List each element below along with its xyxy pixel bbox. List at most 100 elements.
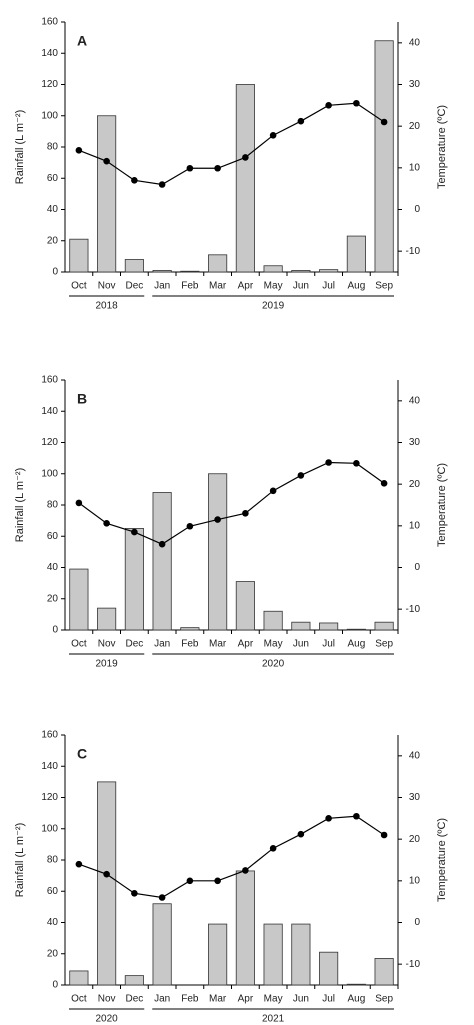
x-tick-label: Nov [98,994,116,1005]
x-tick-label: May [264,994,283,1005]
bar [180,627,200,631]
bar [97,115,117,273]
y2-tick-label: 30 [409,437,421,448]
temperature-point [269,487,277,495]
x-tick-label: Mar [209,639,227,650]
y2-axis-label: Temperature (ºC) [436,818,448,902]
y2-tick-label: 40 [409,395,421,406]
x-tick-label: Dec [125,281,143,292]
y-tick-label: 100 [41,468,58,479]
bar [346,983,366,986]
y2-tick-label: 20 [409,479,421,490]
bar [208,254,228,273]
bar [97,607,117,631]
y-tick-label: 0 [52,625,58,636]
temperature-point [380,480,388,487]
bar [319,622,339,631]
y-tick-label: 80 [47,855,59,866]
y2-tick-label: 0 [414,562,420,573]
x-tick-label: Aug [347,994,365,1005]
y2-tick-label: -10 [406,604,421,615]
temperature-line [78,461,385,545]
year-label: 2020 [262,659,285,670]
temperature-point [75,860,83,868]
bar [152,492,172,631]
y2-tick-label: -10 [406,959,421,970]
x-tick-label: Jan [154,639,170,650]
temperature-point [186,164,194,172]
temperature-point [75,147,83,154]
temperature-point [214,877,221,885]
x-tick-label: Oct [71,281,87,292]
temperature-point [103,157,110,165]
temperature-point [214,164,221,172]
y-tick-label: 100 [41,823,58,834]
y2-axis-label: Temperature (ºC) [436,463,448,547]
temperature-point [380,118,388,126]
temperature-point [158,540,166,548]
bar [208,923,228,986]
bar [69,238,89,273]
bar [263,610,283,631]
y-axis-label: Rainfall (L m⁻²) [14,110,26,184]
x-tick-label: Mar [209,281,227,292]
bar [97,781,117,986]
bar [180,270,200,273]
bar [291,621,311,631]
x-tick-label: Jul [322,281,335,292]
x-tick-label: Feb [181,639,199,650]
y-tick-label: 60 [47,886,59,897]
x-tick-label: Dec [125,639,143,650]
x-tick-label: Jun [293,281,309,292]
y2-tick-label: 0 [414,917,420,928]
bar [374,621,394,631]
y-tick-label: 80 [47,500,59,511]
bar [263,923,283,986]
y-tick-label: 20 [47,235,59,246]
bar [208,473,228,631]
bar [291,270,311,273]
x-tick-label: Sep [375,994,393,1005]
y2-tick-label: 10 [409,162,421,173]
temperature-point [297,472,305,479]
y-tick-label: 160 [41,17,58,28]
x-tick-label: May [264,281,283,292]
x-tick-label: Jan [154,281,170,292]
temperature-line [78,102,385,186]
year-label: 2020 [96,1014,119,1025]
temperature-point [242,510,249,517]
x-tick-label: Mar [209,994,227,1005]
bar [319,951,339,986]
bar [235,581,255,631]
y-axis-label: Rainfall (L m⁻²) [14,823,26,897]
y-tick-label: 160 [41,730,58,741]
y-tick-label: 40 [47,917,59,928]
x-tick-label: Nov [98,639,116,650]
temperature-line [78,815,385,899]
bar [124,975,144,986]
temperature-point [158,181,166,188]
x-tick-label: Aug [347,639,365,650]
temperature-point [75,499,83,507]
bar [235,84,255,273]
x-tick-label: Apr [238,994,254,1005]
x-tick-label: Sep [375,639,393,650]
panel-label: C [77,746,87,762]
temperature-point [353,460,360,467]
y-tick-label: 120 [41,792,58,803]
y2-axis-label: Temperature (ºC) [436,105,448,189]
temperature-point [214,516,221,523]
temperature-point [353,99,360,107]
y-tick-label: 20 [47,948,59,959]
panel-label: B [77,391,87,407]
temperature-point [131,177,138,184]
y-tick-label: 100 [41,110,58,121]
temperature-point [131,890,138,897]
bar [346,628,366,631]
x-tick-label: Oct [71,639,87,650]
y-tick-label: 0 [52,267,58,278]
year-label: 2019 [262,301,285,312]
temperature-point [242,154,249,161]
y2-tick-label: 20 [409,834,421,845]
